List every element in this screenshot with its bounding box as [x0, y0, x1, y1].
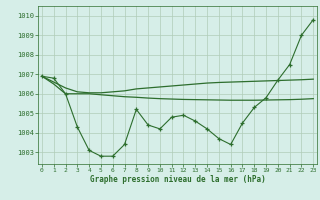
X-axis label: Graphe pression niveau de la mer (hPa): Graphe pression niveau de la mer (hPa)	[90, 175, 266, 184]
